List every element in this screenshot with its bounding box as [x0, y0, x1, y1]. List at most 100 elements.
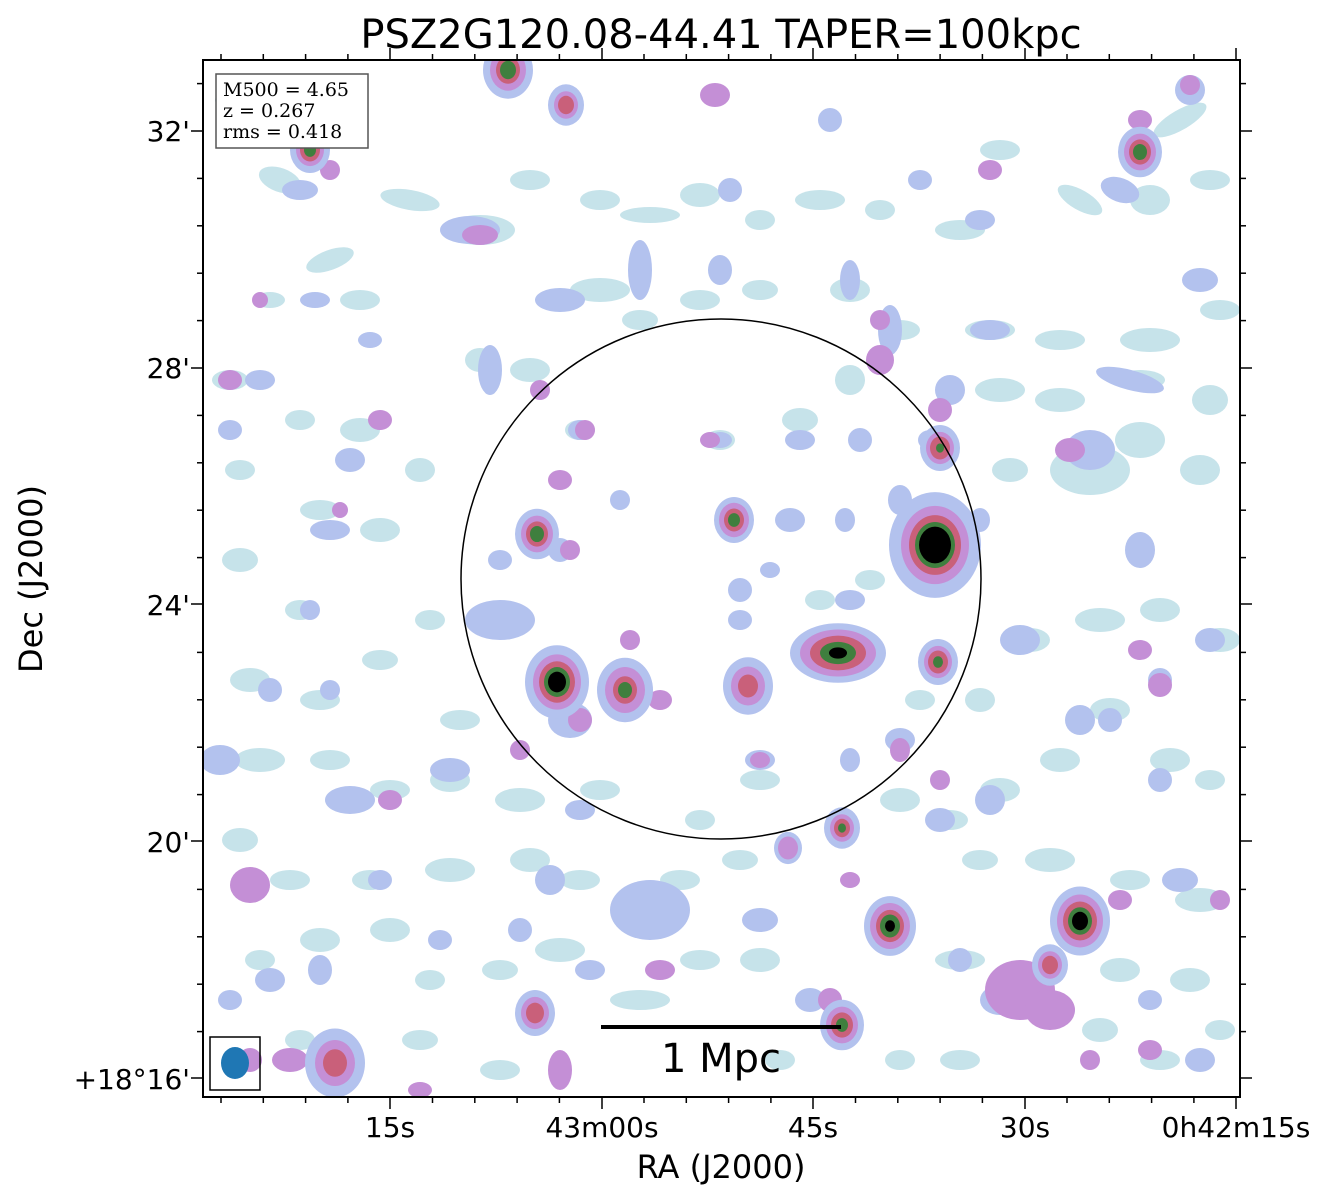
noise-patch [430, 758, 470, 782]
noise-patch [1170, 968, 1210, 992]
noise-patch [1148, 768, 1172, 792]
x-axis-label: RA (J2000) [637, 1148, 806, 1186]
noise-patch [648, 690, 672, 710]
noise-patch [610, 990, 670, 1010]
source-center-north [728, 513, 740, 527]
source-center [738, 674, 758, 698]
legend-mass: M500 = 4.65 [223, 79, 349, 101]
noise-patch [358, 332, 382, 348]
noise-patch [380, 188, 440, 212]
noise-patch [1128, 640, 1152, 660]
noise-patch [890, 738, 910, 762]
noise-patch [575, 420, 595, 440]
noise-patch [680, 183, 720, 207]
noise-patch [1035, 330, 1085, 350]
noise-patch [252, 292, 268, 308]
noise-patch [1110, 870, 1150, 890]
noise-patch [992, 458, 1028, 482]
y-axis-label: Dec (J2000) [12, 485, 50, 673]
noise-patch [965, 210, 995, 230]
noise-patch [428, 930, 452, 950]
noise-patch [378, 790, 402, 810]
noise-patch [835, 365, 865, 395]
noise-patch [285, 1030, 315, 1050]
noise-patch [1035, 388, 1085, 412]
noise-patch [310, 520, 350, 540]
noise-patch [1125, 532, 1155, 568]
noise-patch [560, 870, 600, 890]
noise-patch [285, 410, 315, 430]
noise-patch [818, 108, 842, 132]
noise-patch [580, 190, 620, 210]
noise-patch [300, 600, 320, 620]
noise-patch [368, 410, 392, 430]
source-bottom-left [526, 1002, 544, 1024]
noise-patch [1065, 705, 1095, 735]
noise-patch [308, 955, 332, 985]
noise-patch [728, 578, 752, 602]
noise-patch [462, 225, 498, 245]
scalebar-label: 1 Mpc [661, 1036, 781, 1082]
emission-layer [203, 60, 1240, 1097]
noise-patch [306, 247, 354, 273]
noise-patch [1182, 268, 1218, 292]
noise-patch [795, 190, 845, 210]
noise-patch [700, 432, 720, 448]
noise-patch [965, 688, 995, 712]
noise-patch [1025, 848, 1075, 872]
noise-patch [570, 278, 630, 302]
noise-patch [775, 508, 805, 532]
noise-patch [750, 752, 770, 768]
noise-patch [575, 960, 605, 980]
x-tick-label: 15s [365, 1111, 415, 1144]
noise-patch [1100, 176, 1140, 204]
noise-patch [415, 610, 445, 630]
noise-patch [925, 808, 955, 832]
legend-box [215, 73, 369, 149]
noise-patch [480, 1060, 520, 1080]
noise-patch [340, 290, 380, 310]
noise-patch [495, 788, 545, 812]
noise-patch [508, 918, 532, 942]
source-west [530, 525, 544, 543]
source-east-upper [936, 443, 944, 453]
noise-patch [1148, 673, 1172, 697]
noise-patch [1096, 366, 1164, 394]
map-area: 1 Mpc [203, 60, 1240, 1097]
noise-patch [1138, 1040, 1162, 1060]
noise-patch [1200, 300, 1240, 320]
beam-box [209, 1036, 261, 1091]
noise-patch [620, 630, 640, 650]
noise-patch [1195, 628, 1225, 652]
noise-patch [282, 180, 318, 200]
noise-patch [1138, 990, 1162, 1010]
noise-patch [548, 1050, 572, 1090]
noise-patch [203, 745, 240, 775]
noise-patch [865, 200, 895, 220]
legend-rms: rms = 0.418 [223, 121, 342, 143]
noise-patch [622, 310, 658, 330]
noise-patch [1040, 748, 1080, 772]
noise-patch [535, 938, 585, 962]
source-elongated-center [829, 647, 847, 659]
noise-patch [222, 828, 258, 852]
noise-patch [866, 345, 894, 375]
noise-patch [272, 1048, 308, 1072]
noise-patch [415, 970, 445, 990]
noise-patch [978, 160, 1002, 180]
noise-patch [1100, 958, 1140, 982]
noise-patch [620, 207, 680, 223]
noise-patch [880, 788, 920, 812]
noise-patch [722, 850, 758, 870]
x-tick-label: 30s [1000, 1111, 1050, 1144]
noise-patch [1205, 1020, 1235, 1040]
noise-patch [905, 690, 935, 710]
noise-patch [580, 780, 620, 800]
noise-patch [1150, 748, 1190, 772]
noise-patch [218, 990, 242, 1010]
noise-patch [310, 750, 350, 770]
noise-patch [245, 950, 275, 970]
noise-patch [1140, 598, 1180, 622]
noise-patch [300, 292, 330, 308]
